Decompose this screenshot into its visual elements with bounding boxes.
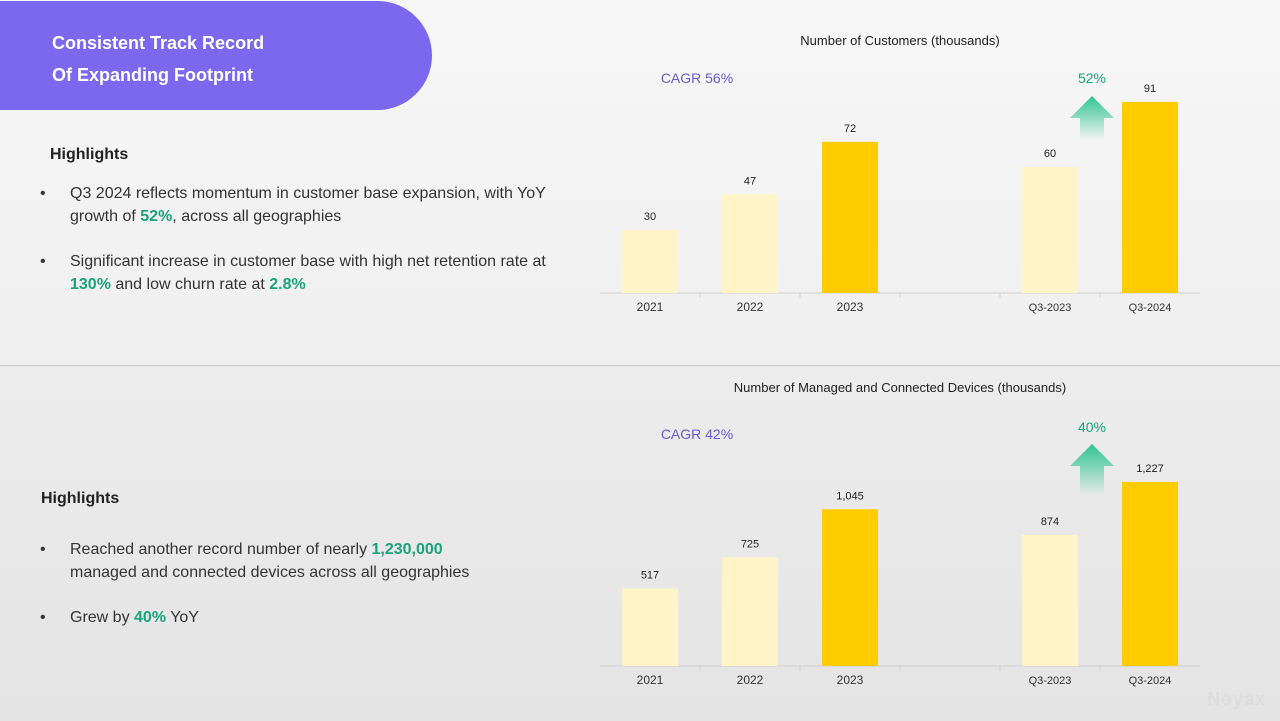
x-tick-label: Q3-2024: [1129, 302, 1172, 314]
page-title-line-1: Consistent Track Record: [52, 33, 265, 53]
arrow-up-icon: [1070, 96, 1114, 140]
bar-2023: [822, 509, 878, 666]
bar-q3-2024: [1122, 481, 1178, 666]
cagr-label: CAGR 42%: [661, 426, 733, 442]
devices-chart-svg: Number of Managed and Connected Devices …: [600, 380, 1200, 687]
x-tick-label: 2023: [837, 673, 864, 687]
top-highlights-heading: Highlights: [50, 146, 129, 163]
highlight-bullet: Reached another record number of nearly …: [40, 538, 510, 584]
x-tick-label: 2023: [837, 300, 864, 314]
growth-label: 40%: [1078, 419, 1106, 435]
highlight-text: and low churn rate at: [110, 276, 270, 293]
highlight-bullet: Q3 2024 reflects momentum in customer ba…: [40, 182, 560, 228]
data-label: 60: [1044, 148, 1056, 160]
data-label: 72: [844, 123, 856, 135]
highlight-value: 130%: [70, 276, 111, 293]
highlight-text: YoY: [166, 609, 199, 626]
x-tick-label: Q3-2023: [1029, 302, 1072, 314]
title-banner: Consistent Track Record Of Expanding Foo…: [0, 1, 432, 110]
highlight-text: , across all geographies: [172, 208, 342, 225]
data-label: 874: [1041, 516, 1059, 528]
chart-title: Number of Managed and Connected Devices …: [734, 380, 1066, 395]
highlight-value: 40%: [134, 609, 167, 626]
highlight-text: Reached another record number of nearly: [70, 541, 372, 558]
highlight-bullet: Grew by 40% YoY: [40, 606, 510, 629]
page-title-line-2: Of Expanding Footprint: [52, 65, 253, 85]
x-tick-label: 2021: [637, 300, 664, 314]
data-label: 47: [744, 175, 756, 187]
highlight-value: 2.8%: [269, 276, 306, 293]
bar-2022: [722, 557, 778, 666]
bar-q3-2023: [1022, 534, 1078, 666]
customers-chart: Number of Customers (thousands) CAGR 56% 3…: [590, 20, 1210, 325]
data-label: 517: [641, 569, 659, 581]
highlight-text: Grew by: [70, 609, 135, 626]
bar-q3-2024: [1122, 101, 1178, 294]
bottom-highlights-list: Reached another record number of nearly …: [40, 538, 510, 651]
cagr-label: CAGR 56%: [661, 70, 733, 86]
data-label: 1,045: [836, 490, 864, 502]
highlight-text: managed and connected devices across all…: [70, 564, 470, 581]
bottom-highlights-heading: Highlights: [41, 490, 120, 507]
arrow-up-icon: [1070, 444, 1114, 496]
customers-chart-svg: Number of Customers (thousands) CAGR 56% 3…: [600, 33, 1200, 314]
data-label: 30: [644, 211, 656, 223]
growth-label: 52%: [1078, 70, 1106, 86]
bar-2022: [722, 194, 778, 293]
data-label: 1,227: [1136, 463, 1164, 475]
bar-2021: [622, 230, 678, 293]
x-tick-label: 2022: [737, 673, 764, 687]
x-tick-label: 2022: [737, 300, 764, 314]
watermark-logo: Noyax: [1206, 689, 1266, 709]
highlight-text: Q3 2024 reflects momentum in customer ba…: [70, 185, 546, 225]
bar-2023: [822, 141, 878, 293]
data-label: 91: [1144, 83, 1156, 95]
highlight-bullet: Significant increase in customer base wi…: [40, 250, 560, 296]
bar-q3-2023: [1022, 167, 1078, 293]
x-tick-label: 2021: [637, 673, 664, 687]
bar-2021: [622, 588, 678, 666]
data-label: 725: [741, 538, 759, 550]
devices-chart: Number of Managed and Connected Devices …: [590, 368, 1210, 698]
highlight-value: 52%: [140, 208, 173, 225]
chart-title: Number of Customers (thousands): [800, 33, 999, 48]
highlight-value: 1,230,000: [371, 541, 443, 558]
x-tick-label: Q3-2024: [1129, 675, 1172, 687]
x-tick-label: Q3-2023: [1029, 675, 1072, 687]
top-highlights-list: Q3 2024 reflects momentum in customer ba…: [40, 182, 560, 318]
highlight-text: Significant increase in customer base wi…: [70, 253, 546, 270]
